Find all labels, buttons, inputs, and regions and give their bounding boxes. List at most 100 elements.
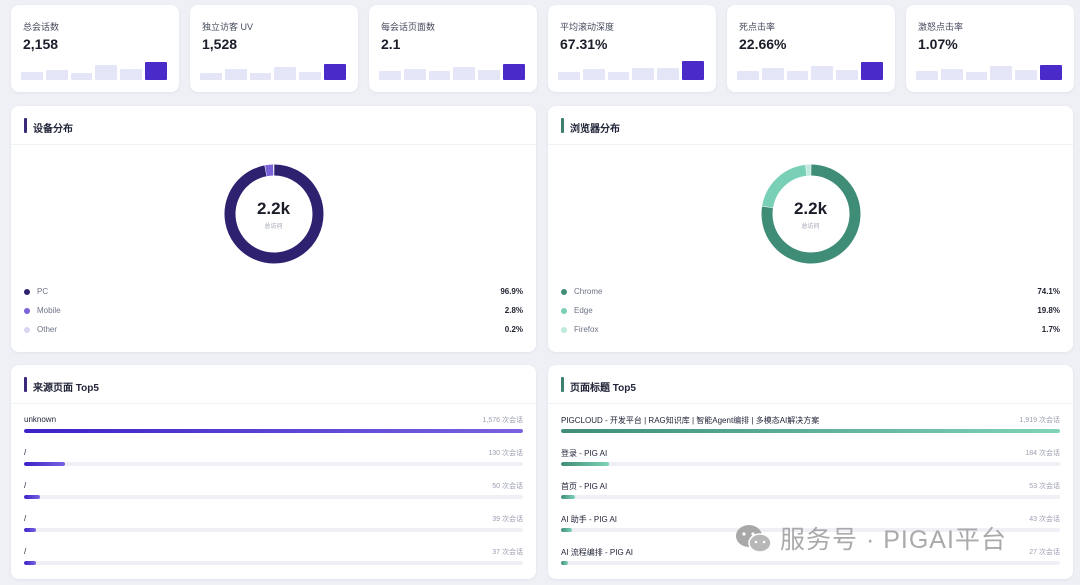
legend-name: Chrome <box>574 287 603 296</box>
list-item[interactable]: 登录 - PIG AI 184 次会话 <box>561 448 1060 481</box>
legend-pct: 0.2% <box>504 325 523 334</box>
list-item[interactable]: / 130 次会话 <box>24 448 523 481</box>
item-count: 184 次会话 <box>1025 450 1060 457</box>
legend-item-other[interactable]: Other 0.2% <box>24 324 523 343</box>
stat-label: 平均滚动深度 <box>560 22 615 32</box>
legend-pct: 19.8% <box>1037 306 1060 315</box>
legend-name: Firefox <box>574 325 599 334</box>
progress-track <box>24 528 523 532</box>
stat-sparkline <box>379 60 525 80</box>
browser-donut-chart[interactable]: 2.2k 总访问 <box>759 162 863 266</box>
device-donut-chart[interactable]: 2.2k 总访问 <box>222 162 326 266</box>
item-count: 53 次会话 <box>1029 483 1060 490</box>
wechat-icon <box>736 525 772 553</box>
item-name: / <box>24 547 27 556</box>
legend-dot <box>24 327 30 333</box>
legend-pct: 96.9% <box>500 287 523 296</box>
progress-track <box>561 462 1060 466</box>
legend-pct: 1.7% <box>1041 325 1060 334</box>
list-item[interactable]: 首页 - PIG AI 53 次会话 <box>561 481 1060 514</box>
list-item[interactable]: / 50 次会话 <box>24 481 523 514</box>
item-name: unknown <box>24 415 57 424</box>
browser-legend: Chrome 74.1% Edge 19.8% Firefox 1.7% <box>561 286 1060 343</box>
stat-sparkline <box>737 60 883 80</box>
panel-title: 页面标题 Top5 <box>570 383 636 394</box>
progress-fill <box>561 462 609 466</box>
page-titles-list: PIGCLOUD - 开发平台 | RAG知识库 | 智能Agent编排 | 多… <box>561 415 1060 579</box>
stat-card-pages-per-session: 每会话页面数 2.1 <box>369 5 537 92</box>
legend-dot <box>561 289 567 295</box>
donut-slice-chrome[interactable] <box>761 164 860 264</box>
progress-fill <box>24 495 40 499</box>
stat-label: 独立访客 UV <box>202 22 254 32</box>
progress-fill <box>561 561 569 565</box>
stat-value: 2,158 <box>23 36 59 52</box>
legend-item-chrome[interactable]: Chrome 74.1% <box>561 286 1060 305</box>
stat-label: 死点击率 <box>739 22 776 32</box>
progress-track <box>24 462 523 466</box>
legend-item-firefox[interactable]: Firefox 1.7% <box>561 324 1060 343</box>
item-count: 130 次会话 <box>488 450 523 457</box>
item-count: 1,576 次会话 <box>482 417 523 424</box>
browser-distribution-panel: 浏览器分布 2.2k 总访问 Chrome 74.1% Edge 19.8% F… <box>548 106 1073 352</box>
list-item[interactable]: unknown 1,576 次会话 <box>24 415 523 448</box>
progress-track <box>561 528 1060 532</box>
legend-item-edge[interactable]: Edge 19.8% <box>561 305 1060 324</box>
item-count: 37 次会话 <box>492 549 523 556</box>
legend-item-pc[interactable]: PC 96.9% <box>24 286 523 305</box>
stat-value: 1.07% <box>918 36 958 52</box>
donut-slice-pc[interactable] <box>224 164 323 264</box>
donut-center-label: 总访问 <box>264 224 283 230</box>
device-legend: PC 96.9% Mobile 2.8% Other 0.2% <box>24 286 523 343</box>
accent-bar <box>561 118 564 133</box>
progress-fill <box>561 429 1060 433</box>
panel-header: 页面标题 Top5 <box>548 365 1073 404</box>
donut-center-value: 2.2k <box>793 199 828 218</box>
list-item[interactable]: / 37 次会话 <box>24 547 523 579</box>
stat-label: 每会话页面数 <box>381 22 436 32</box>
accent-bar <box>561 377 564 392</box>
list-item[interactable]: AI 助手 - PIG AI 43 次会话 <box>561 514 1060 547</box>
source-pages-list: unknown 1,576 次会话 / 130 次会话 / 50 次会话 / 3… <box>24 415 523 579</box>
stat-value: 1,528 <box>202 36 238 52</box>
item-name: AI 流程编排 - PIG AI <box>561 548 634 557</box>
legend-item-mobile[interactable]: Mobile 2.8% <box>24 305 523 324</box>
panel-title: 设备分布 <box>33 124 73 135</box>
page-titles-panel: 页面标题 Top5 PIGCLOUD - 开发平台 | RAG知识库 | 智能A… <box>548 365 1073 579</box>
item-name: 登录 - PIG AI <box>561 449 608 458</box>
accent-bar <box>24 377 27 392</box>
legend-pct: 74.1% <box>1037 287 1060 296</box>
donut-center-label: 总访问 <box>801 224 820 230</box>
legend-dot <box>561 308 567 314</box>
progress-fill <box>561 528 573 532</box>
progress-track <box>24 561 523 565</box>
progress-fill <box>24 528 37 532</box>
progress-track <box>561 495 1060 499</box>
legend-name: Edge <box>574 306 593 315</box>
legend-name: PC <box>37 287 49 296</box>
donut-svg <box>224 164 323 264</box>
stat-card-rage-click-rate: 激怒点击率 1.07% <box>906 5 1074 92</box>
item-count: 1,919 次会话 <box>1019 417 1060 424</box>
panel-title: 来源页面 Top5 <box>33 383 99 394</box>
source-pages-panel: 来源页面 Top5 unknown 1,576 次会话 / 130 次会话 / … <box>11 365 536 579</box>
device-distribution-panel: 设备分布 2.2k 总访问 PC 96.9% Mobile 2.8% Other… <box>11 106 536 352</box>
progress-fill <box>561 495 575 499</box>
donut-slice-edge[interactable] <box>761 164 807 208</box>
legend-name: Mobile <box>37 306 61 315</box>
list-item[interactable]: PIGCLOUD - 开发平台 | RAG知识库 | 智能Agent编排 | 多… <box>561 415 1060 448</box>
donut-slice-mobile[interactable] <box>264 164 273 177</box>
list-item[interactable]: / 39 次会话 <box>24 514 523 547</box>
donut-center-value: 2.2k <box>256 199 291 218</box>
item-name: / <box>24 514 27 523</box>
legend-dot <box>561 327 567 333</box>
stat-value: 22.66% <box>739 36 787 52</box>
item-name: / <box>24 481 27 490</box>
stat-sparkline <box>200 60 346 80</box>
panel-header: 来源页面 Top5 <box>11 365 536 404</box>
list-item[interactable]: AI 流程编排 - PIG AI 27 次会话 <box>561 547 1060 579</box>
progress-fill <box>24 429 523 433</box>
accent-bar <box>24 118 27 133</box>
item-name: 首页 - PIG AI <box>561 482 608 491</box>
panel-header: 浏览器分布 <box>548 106 1073 145</box>
